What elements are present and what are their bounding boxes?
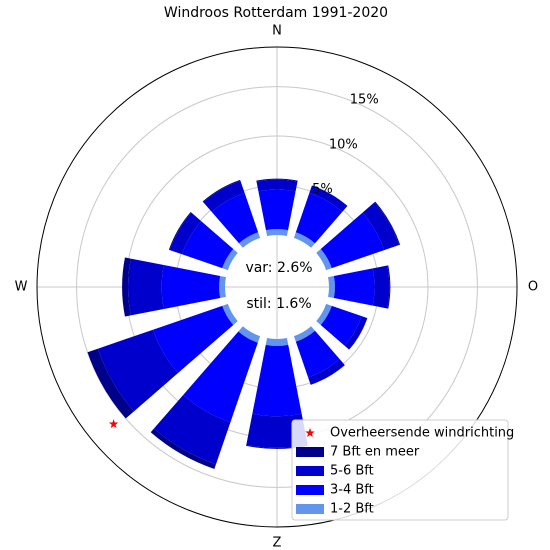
legend-swatch	[296, 447, 324, 457]
wedge	[222, 303, 238, 326]
wedge	[344, 316, 368, 350]
wedge	[387, 265, 391, 309]
wedge	[161, 264, 221, 310]
wedge	[258, 189, 296, 231]
angular-tick-label: N	[272, 24, 282, 39]
wedge	[238, 232, 261, 248]
wedge	[295, 330, 340, 378]
legend: Overheersende windrichting 7 Bft en meer 5…	[291, 419, 514, 521]
wedge	[293, 232, 316, 248]
wedge	[122, 257, 131, 317]
wedge	[150, 428, 216, 470]
legend-label: 5-6 Bft	[330, 464, 374, 479]
wedge	[372, 265, 390, 309]
angular-tick-label: O	[528, 280, 538, 295]
legend-label: 7 Bft en meer	[330, 445, 420, 460]
wedge	[320, 305, 362, 346]
wedge	[169, 212, 202, 255]
wedge	[252, 344, 302, 417]
radial-tick-label: 10%	[329, 137, 358, 152]
radial-grid-line	[76, 86, 478, 488]
wedge	[256, 178, 298, 182]
angular-tick-label: Z	[273, 536, 282, 550]
wedge	[128, 258, 164, 316]
wedge	[256, 179, 298, 192]
wedge	[309, 185, 348, 212]
dominant-marker	[108, 419, 119, 429]
wedge	[153, 394, 231, 465]
legend-swatch	[296, 485, 324, 495]
center-annotation: stil: 1.6%	[246, 296, 311, 312]
wedge	[295, 192, 343, 244]
legend-label: 1-2 Bft	[330, 502, 374, 517]
wedge	[203, 180, 245, 212]
wedge	[362, 202, 400, 251]
wedge	[202, 179, 241, 203]
legend-swatch	[296, 466, 324, 476]
wedge	[168, 211, 192, 251]
legend-label: Overheersende windrichting	[330, 426, 514, 441]
legend-label: 3-4 Bft	[330, 483, 374, 498]
wedge	[222, 248, 238, 271]
wedge	[97, 329, 179, 412]
wedge	[211, 192, 259, 244]
wedge	[293, 326, 316, 342]
wedge	[181, 221, 234, 269]
legend-swatch	[296, 504, 324, 514]
angular-tick-label: W	[15, 280, 28, 295]
legend-marker	[305, 428, 315, 438]
wedge	[183, 331, 258, 423]
wedge	[265, 229, 289, 236]
wedge	[333, 268, 375, 306]
wedge	[219, 275, 226, 299]
wedge	[308, 359, 345, 385]
legend-frame	[291, 419, 509, 521]
wedge	[316, 303, 332, 326]
radial-tick-label: 15%	[350, 92, 379, 107]
wedge	[316, 248, 332, 271]
wedge	[87, 348, 134, 419]
wedge	[265, 338, 289, 346]
radial-tick-label: 5%	[312, 182, 333, 197]
center-annotation: var: 2.6%	[245, 260, 312, 276]
wedge	[328, 275, 335, 299]
wedge	[238, 326, 261, 343]
wedge	[320, 212, 385, 269]
chart-title: Windroos Rotterdam 1991-2020	[164, 5, 388, 21]
wedge	[152, 305, 234, 374]
polar-frame	[36, 46, 518, 528]
